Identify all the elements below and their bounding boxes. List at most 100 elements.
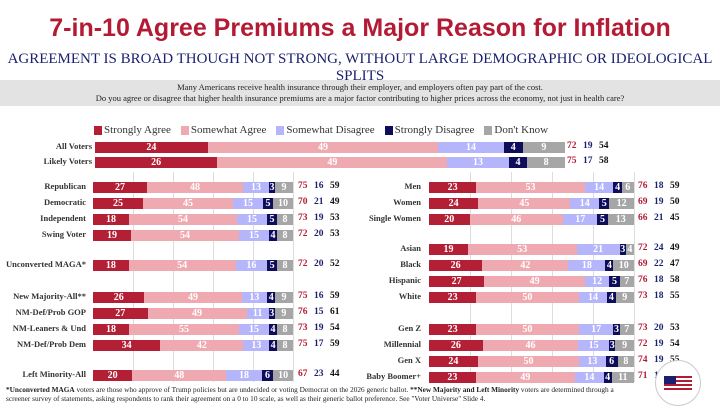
row-label: Asian [400, 243, 421, 253]
row-totals: 72 24 49 [638, 243, 686, 253]
slide-title: 7-in-10 Agree Premiums a Major Reason fo… [49, 14, 671, 42]
bar-segment-strongly-disagree: 5 [597, 214, 608, 225]
row-label: Republican [44, 181, 86, 191]
bar-segment-strongly-agree: 19 [93, 230, 131, 241]
bar-segment-dont-know: 8 [277, 214, 293, 225]
net-agree: 61 [330, 307, 340, 317]
bar-segment-dont-know: 8 [277, 260, 293, 271]
bar-segment-strongly-disagree: 4 [267, 292, 276, 303]
stacked-bar: 19 54 15 4 8 [93, 230, 293, 241]
row-totals: 76 18 58 [638, 275, 686, 285]
bar-segment-strongly-agree: 18 [93, 260, 129, 271]
stacked-bar: 26 42 18 4 10 [429, 260, 634, 271]
bar-segment-dont-know: 8 [277, 340, 293, 351]
stacked-bar: 27 49 11 3 9 [93, 308, 293, 319]
row-label: Likely Voters [43, 156, 92, 166]
bar-segment-dont-know: 9 [275, 292, 293, 303]
stacked-bar: 18 54 16 5 8 [93, 260, 293, 271]
bar-segment-strongly-agree: 23 [429, 372, 476, 383]
bar-segment-strongly-disagree: 5 [599, 198, 610, 209]
footnote-text-1: voters are those who approve of Trump po… [74, 385, 411, 394]
total-agree: 75 [298, 181, 308, 191]
bar-segment-somewhat-disagree: 13 [447, 157, 509, 168]
bar-segment-somewhat-disagree: 15 [237, 214, 267, 225]
row-totals: 72 20 53 [298, 229, 346, 239]
row-label: All Voters [55, 141, 92, 151]
bar-segment-strongly-agree: 27 [429, 276, 485, 287]
row-totals: 72 19 54 [567, 141, 615, 151]
total-disagree: 23 [314, 369, 324, 379]
stacked-bar: 26 49 13 4 9 [93, 292, 293, 303]
stacked-bar: 23 49 14 4 11 [429, 372, 634, 383]
net-agree: 54 [599, 141, 609, 151]
total-disagree: 18 [654, 181, 664, 191]
net-agree: 59 [330, 291, 340, 301]
bar-segment-dont-know: 9 [522, 142, 565, 153]
bar-segment-somewhat-disagree: 11 [246, 308, 269, 319]
net-agree: 59 [330, 339, 340, 349]
legend-item: Strongly Agree [94, 124, 171, 136]
stacked-bar: 27 49 12 5 7 [429, 276, 634, 287]
footnote-bold-2: **New Majority and Left Minority [410, 385, 520, 394]
bar-segment-somewhat-agree: 46 [469, 214, 563, 225]
bar-segment-somewhat-agree: 49 [144, 292, 242, 303]
row-label: Gen Z [398, 323, 421, 333]
total-agree: 76 [638, 275, 648, 285]
row-label: Hispanic [388, 275, 421, 285]
bar-segment-somewhat-disagree: 14 [584, 182, 614, 193]
row-label: Swing Voter [41, 229, 86, 239]
bar-segment-strongly-agree: 27 [93, 182, 147, 193]
row-totals: 76 15 61 [298, 307, 346, 317]
row-totals: 75 16 59 [298, 181, 346, 191]
bar-segment-somewhat-disagree: 16 [235, 260, 268, 271]
net-agree: 49 [670, 243, 680, 253]
bar-segment-dont-know: 8 [617, 356, 634, 367]
bar-segment-dont-know: 9 [275, 182, 293, 193]
total-agree: 75 [298, 339, 308, 349]
total-disagree: 19 [654, 197, 664, 207]
legend-label: Strongly Disagree [394, 124, 475, 136]
bar-segment-strongly-agree: 18 [93, 214, 129, 225]
total-disagree: 19 [314, 213, 324, 223]
bar-segment-somewhat-agree: 49 [217, 157, 448, 168]
stacked-bar: 23 50 14 4 9 [429, 292, 634, 303]
stacked-bar: 20 46 17 5 13 [429, 214, 634, 225]
bar-segment-somewhat-agree: 49 [207, 142, 439, 153]
net-agree: 49 [330, 197, 340, 207]
bar-segment-somewhat-disagree: 13 [243, 340, 270, 351]
net-agree: 53 [670, 323, 680, 333]
total-agree: 73 [298, 323, 308, 333]
stacked-bar: 20 48 18 6 10 [93, 370, 293, 381]
bar-segment-strongly-disagree: 4 [269, 324, 277, 335]
net-agree: 54 [670, 339, 680, 349]
bar-segment-somewhat-disagree: 14 [570, 198, 600, 209]
row-totals: 75 17 58 [567, 156, 615, 166]
bar-segment-strongly-agree: 27 [93, 308, 148, 319]
legend-label: Strongly Agree [104, 124, 171, 136]
row-label: NM-Def/Prob Dem [16, 339, 86, 349]
total-agree: 75 [567, 156, 577, 166]
legend-item: Somewhat Disagree [276, 124, 375, 136]
net-agree: 47 [670, 259, 680, 269]
total-disagree: 18 [654, 291, 664, 301]
bar-segment-strongly-disagree: 4 [269, 340, 278, 351]
stacked-bar: 24 45 14 5 12 [429, 198, 634, 209]
bar-segment-somewhat-agree: 42 [160, 340, 244, 351]
gridline [213, 172, 214, 382]
net-agree: 59 [670, 181, 680, 191]
net-agree: 53 [330, 229, 340, 239]
row-label: Democratic [43, 197, 86, 207]
bar-segment-dont-know: 6 [621, 182, 634, 193]
bar-segment-strongly-disagree: 4 [603, 372, 612, 383]
legend-label: Somewhat Disagree [286, 124, 375, 136]
bar-segment-somewhat-agree: 45 [478, 198, 571, 209]
bar-segment-somewhat-disagree: 13 [243, 182, 269, 193]
net-agree: 52 [330, 259, 340, 269]
bar-segment-somewhat-agree: 48 [132, 370, 227, 381]
total-disagree: 19 [583, 141, 593, 151]
bar-segment-strongly-agree: 24 [95, 142, 208, 153]
total-disagree: 20 [314, 259, 324, 269]
total-agree: 76 [298, 307, 308, 317]
bar-segment-somewhat-disagree: 14 [438, 142, 504, 153]
stacked-bar: 27 48 13 3 9 [93, 182, 293, 193]
